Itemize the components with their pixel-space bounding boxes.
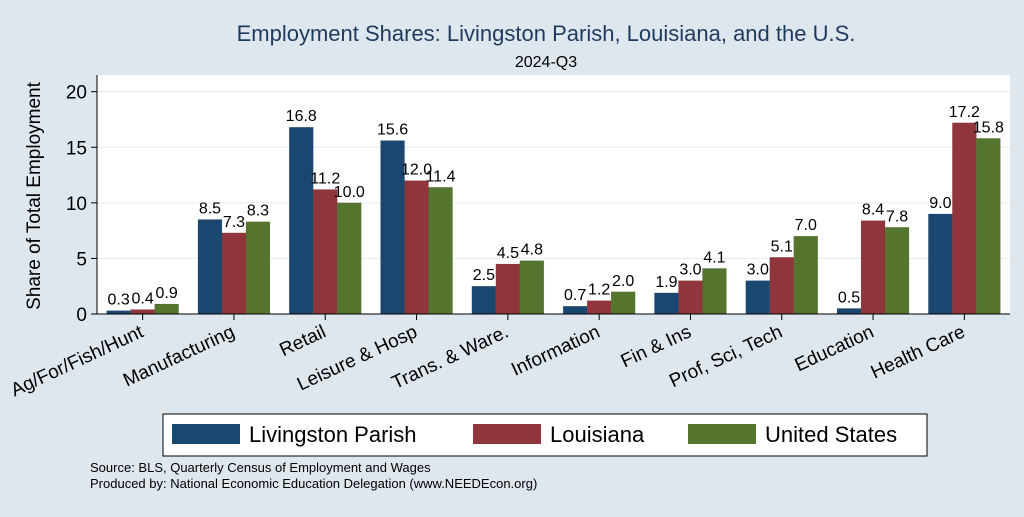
data-labels-layer: 0.3 0.4 0.9 8.57.38.3 16.8 11.210.0 15.6 12.011… <box>108 104 1004 309</box>
bar-value-label: 8.4 <box>862 202 884 219</box>
bar <box>860 220 886 315</box>
legend-swatch <box>172 424 240 444</box>
bar <box>197 219 223 315</box>
bar <box>586 300 612 315</box>
bar-value-label: 7.3 <box>223 214 245 231</box>
bars-layer <box>106 122 1001 315</box>
y-axis: 0 5 10 15 20 <box>66 75 98 326</box>
bar-value-label: 11.2 <box>310 170 340 187</box>
bar <box>337 202 362 315</box>
bar-value-label: 1.9 <box>655 274 677 291</box>
bar <box>106 310 131 315</box>
bar-value-label: 17.2 <box>949 104 980 121</box>
bar <box>245 221 271 315</box>
bar-value-label: 16.8 <box>286 108 317 125</box>
bar <box>836 308 862 315</box>
bar <box>221 232 247 315</box>
bar <box>471 285 497 315</box>
y-tick-label: 0 <box>76 305 87 326</box>
y-tick-label: 15 <box>66 138 87 159</box>
bar-value-label: 1.2 <box>588 282 610 299</box>
legend-swatch <box>688 424 756 444</box>
bar-value-label: 8.3 <box>247 203 269 220</box>
legend-label: Louisiana <box>550 422 645 447</box>
bar-value-label: 10.0 <box>334 184 365 201</box>
bar <box>793 235 818 315</box>
bar-value-label: 15.6 <box>377 122 408 139</box>
bar <box>313 189 338 315</box>
bar <box>976 138 1001 315</box>
bar <box>702 268 727 315</box>
bar <box>495 263 521 315</box>
bar <box>952 122 977 315</box>
bar-value-label: 0.3 <box>108 292 130 309</box>
bar-value-label: 5.1 <box>771 238 793 255</box>
bar <box>519 260 545 315</box>
bar <box>928 213 953 315</box>
bar-value-label: 0.4 <box>132 291 154 308</box>
source-note: Source: BLS, Quarterly Census of Employm… <box>90 460 431 475</box>
bar <box>154 303 179 315</box>
bar-value-label: 3.0 <box>747 262 769 279</box>
bar-value-label: 4.5 <box>497 245 519 262</box>
bar-value-label: 11.4 <box>426 168 456 185</box>
legend-label: United States <box>765 422 897 447</box>
bar-value-label: 0.9 <box>156 285 178 302</box>
bar-value-label: 2.5 <box>473 267 495 284</box>
bar <box>380 140 405 315</box>
bar-value-label: 12.0 <box>401 162 432 179</box>
bar <box>745 280 770 315</box>
legend-items: Livingston Parish Louisiana United States <box>172 422 897 447</box>
bar-value-label: 2.0 <box>612 273 634 290</box>
bar <box>289 126 314 315</box>
bar-value-label: 4.8 <box>521 242 543 259</box>
bar-value-label: 3.0 <box>679 262 701 279</box>
bar <box>884 227 910 315</box>
legend: Livingston Parish Louisiana United States <box>162 413 928 457</box>
bar-value-label: 0.5 <box>838 289 860 306</box>
y-tick-label: 10 <box>66 194 87 215</box>
bar <box>404 180 429 315</box>
bar-value-label: 0.7 <box>564 287 586 304</box>
produced-by-note: Produced by: National Economic Education… <box>90 476 537 491</box>
bar <box>610 291 636 315</box>
bar-value-label: 4.1 <box>703 249 725 266</box>
bar <box>654 292 679 315</box>
bar <box>562 305 588 315</box>
bar-value-label: 9.0 <box>929 195 951 212</box>
legend-label: Livingston Parish <box>249 422 417 447</box>
bar-value-label: 7.0 <box>795 217 817 234</box>
chart-title: Employment Shares: Livingston Parish, Lo… <box>237 21 856 46</box>
legend-box <box>162 413 928 457</box>
bar <box>678 280 703 315</box>
bar-value-label: 8.5 <box>199 201 221 218</box>
legend-swatch <box>473 424 541 444</box>
bar <box>769 257 794 315</box>
bar-value-label: 15.8 <box>973 119 1004 136</box>
chart-subtitle: 2024-Q3 <box>515 54 577 71</box>
y-axis-title: Share of Total Employment <box>24 81 45 309</box>
bar <box>428 187 453 315</box>
bar <box>130 309 155 315</box>
y-tick-label: 20 <box>66 83 87 104</box>
y-tick-label: 5 <box>76 249 87 270</box>
bar-value-label: 7.8 <box>886 208 908 225</box>
